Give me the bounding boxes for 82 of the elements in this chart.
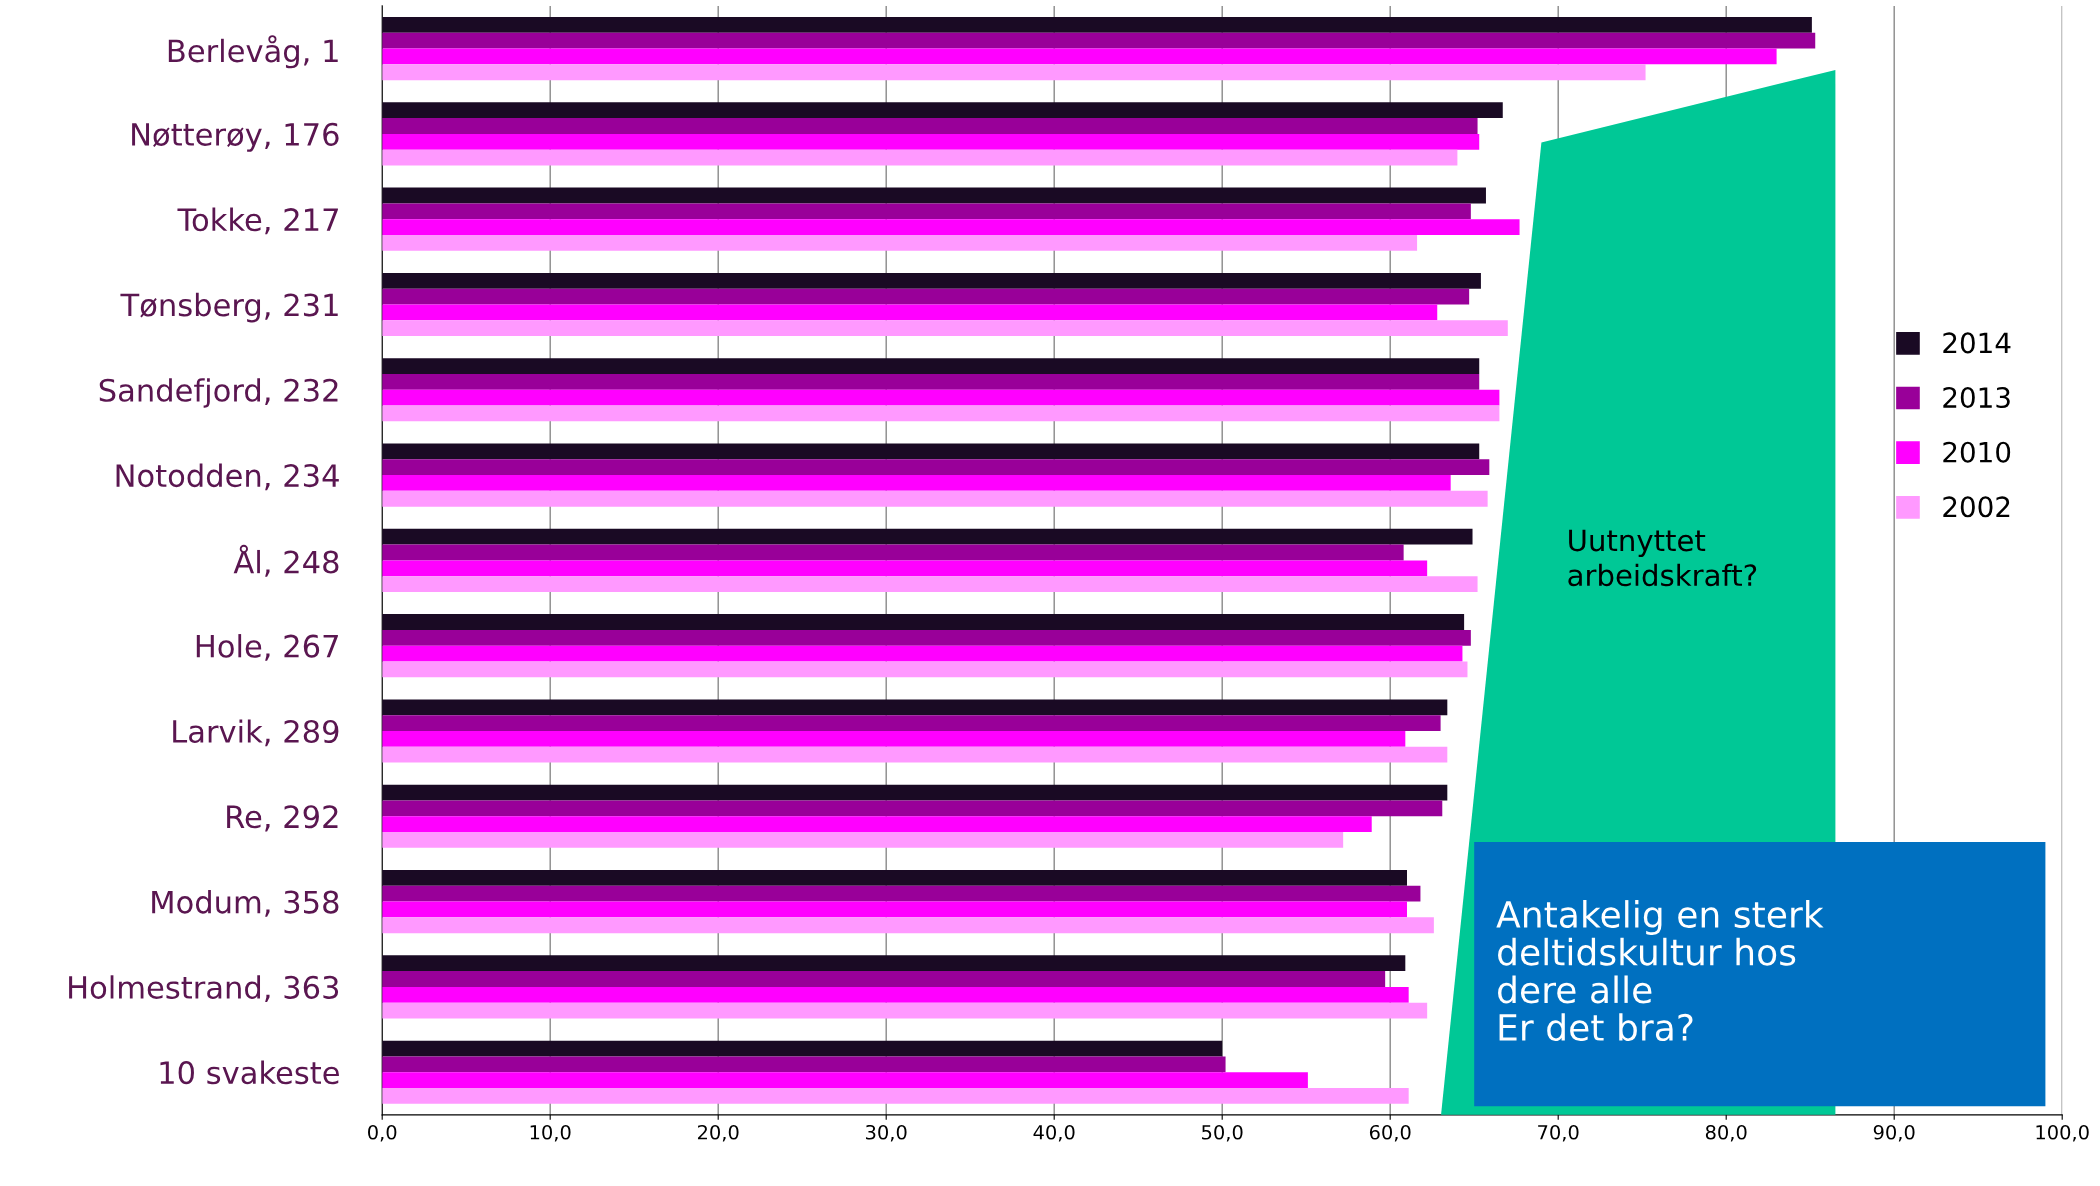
- bar: [382, 187, 1486, 204]
- bar: [382, 870, 1407, 886]
- bar: [382, 234, 1418, 251]
- bar: [382, 64, 1646, 81]
- x-tick-label: 0,0: [368, 1124, 397, 1142]
- bar: [382, 885, 1421, 902]
- y-tick-label: Re, 292: [227, 805, 338, 832]
- legend-label: 2013: [1943, 387, 2010, 409]
- x-tick-label: 20,0: [697, 1124, 739, 1142]
- x-tick-label: 10,0: [530, 1124, 571, 1142]
- bar: [382, 661, 1468, 678]
- bar: [382, 800, 1443, 817]
- x-tick-label: 30,0: [866, 1124, 907, 1142]
- bar: [382, 901, 1407, 918]
- bar: [382, 614, 1465, 630]
- bar: [382, 288, 1470, 305]
- bar: [382, 320, 1508, 337]
- bar: [382, 17, 1812, 33]
- bar: [382, 490, 1488, 507]
- bar: [382, 917, 1434, 934]
- bar: [382, 699, 1448, 716]
- bar: [382, 816, 1372, 833]
- x-tick-label: 80,0: [1705, 1124, 1747, 1142]
- x-tick-label: 50,0: [1202, 1124, 1243, 1142]
- bar: [382, 272, 1481, 289]
- bar: [382, 560, 1428, 577]
- bar: [382, 374, 1480, 390]
- bar: [382, 955, 1406, 972]
- annotation: Uutnyttet arbeidskraft?: [1568, 529, 1757, 587]
- bar: [382, 475, 1451, 491]
- y-tick-label: Notodden, 234: [116, 463, 339, 491]
- bar: [382, 986, 1409, 1003]
- y-tick-label: Sandefjord, 232: [99, 378, 338, 408]
- bar: [382, 576, 1478, 592]
- bar: [382, 1056, 1226, 1073]
- bar: [382, 48, 1777, 65]
- y-tick-label: Larvik, 289: [173, 719, 339, 747]
- y-tick-label: Tokke, 217: [177, 207, 338, 235]
- bar: [382, 459, 1490, 476]
- bar: [382, 629, 1471, 646]
- x-tick-label: 70,0: [1538, 1124, 1579, 1142]
- bar: [382, 32, 1816, 49]
- bar: [382, 1072, 1308, 1088]
- legend-label: 2014: [1943, 332, 2011, 354]
- bar: [382, 971, 1386, 987]
- y-tick-label: Ål, 248: [233, 544, 339, 577]
- legend-label: 2010: [1943, 441, 2011, 463]
- bar: [382, 645, 1463, 662]
- bar: [382, 746, 1448, 763]
- x-tick-label: 90,0: [1873, 1124, 1915, 1142]
- bar: [382, 1087, 1409, 1104]
- bar: [382, 405, 1500, 422]
- bar: [382, 715, 1441, 731]
- bar: [382, 784, 1448, 801]
- bar: [382, 1040, 1223, 1057]
- y-tick-label: Berlevåg, 1: [168, 35, 338, 69]
- bar: [382, 1002, 1428, 1019]
- x-tick-label: 40,0: [1033, 1124, 1075, 1142]
- bar: [382, 544, 1404, 561]
- x-tick-label: 100,0: [2036, 1124, 2089, 1142]
- bar: [382, 149, 1458, 166]
- y-tick-label: Hole, 267: [196, 634, 338, 661]
- bar: [382, 133, 1480, 150]
- bar: [382, 203, 1471, 220]
- y-tick-label: 10 svakeste: [160, 1060, 339, 1085]
- bar: [382, 219, 1520, 235]
- bar: [382, 304, 1438, 321]
- y-tick-label: Holmestrand, 363: [69, 975, 339, 1003]
- bar: [382, 118, 1478, 134]
- bar: [382, 358, 1480, 374]
- y-tick-label: Modum, 358: [152, 889, 339, 917]
- y-tick-label: Tønsberg, 231: [120, 292, 338, 323]
- legend-label: 2002: [1943, 496, 2010, 518]
- bar: [382, 730, 1406, 747]
- bar: [382, 528, 1473, 545]
- bar: [382, 443, 1480, 460]
- annotation: Antakelig en sterk deltidskultur hos dere alle Er det bra?: [1496, 900, 1824, 1042]
- bar: [382, 389, 1500, 406]
- y-tick-label: Nøtterøy, 176: [132, 122, 339, 152]
- x-tick-label: 60,0: [1369, 1124, 1411, 1142]
- bar: [382, 832, 1344, 848]
- bar: [382, 102, 1503, 119]
